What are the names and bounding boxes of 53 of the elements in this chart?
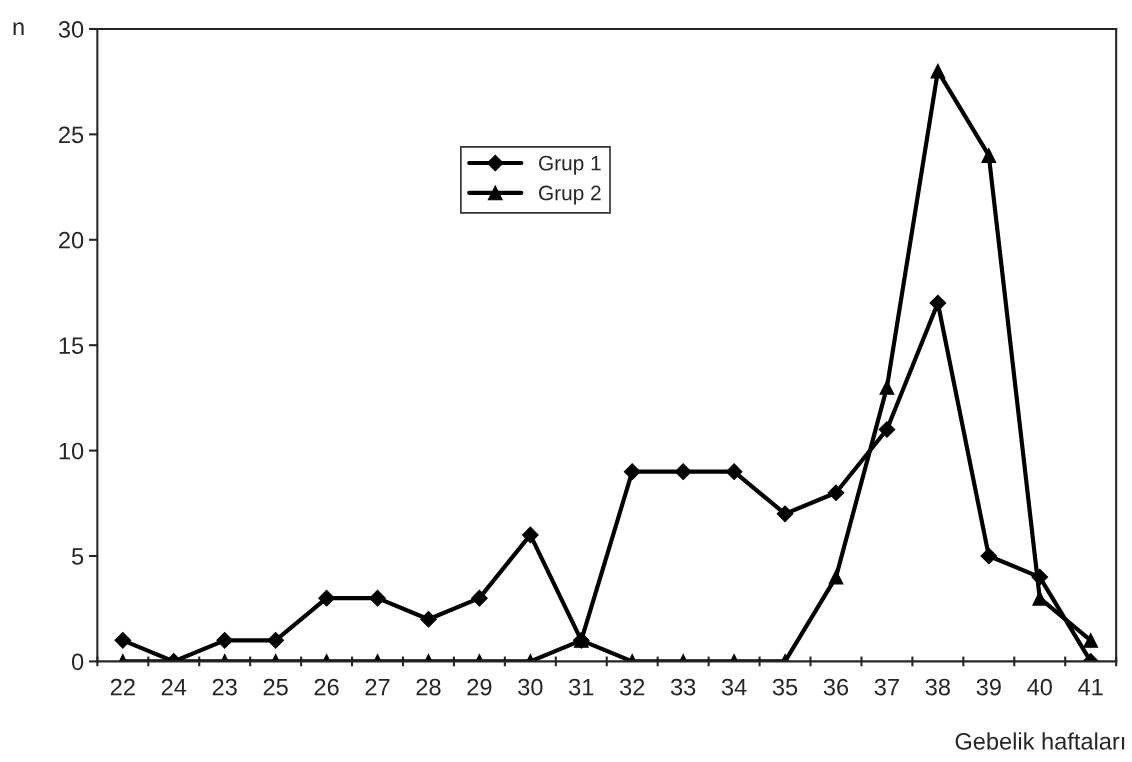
point xyxy=(776,505,794,523)
x-tick-label: 25 xyxy=(263,678,288,696)
y-axis-title: n xyxy=(13,22,24,36)
x-tick-label: 23 xyxy=(212,678,237,696)
point xyxy=(420,610,437,628)
x-tick-label: 24 xyxy=(161,678,187,696)
legend-label: Grup 1 xyxy=(539,155,601,175)
y-tick-label: 0 xyxy=(71,653,84,671)
y-tick-label: 30 xyxy=(58,21,84,38)
x-tick-label: 39 xyxy=(976,678,1001,696)
point xyxy=(878,421,896,438)
point xyxy=(1083,632,1099,648)
x-tick-label: 31 xyxy=(569,678,594,696)
point xyxy=(216,631,234,649)
x-tick-label: 41 xyxy=(1078,678,1103,696)
x-tick-label: 36 xyxy=(823,678,849,696)
point xyxy=(981,147,997,163)
x-tick-label: 38 xyxy=(925,678,950,696)
x-tick-label: 34 xyxy=(721,678,747,696)
legend-label: Grup 2 xyxy=(539,185,601,205)
y-tick-label: 25 xyxy=(59,126,84,144)
x-tick-label: 27 xyxy=(365,678,390,696)
point xyxy=(267,631,285,649)
point xyxy=(623,463,641,481)
point xyxy=(980,547,998,565)
x-tick-label: 22 xyxy=(110,678,135,696)
point xyxy=(1032,590,1048,606)
x-tick-label: 40 xyxy=(1027,678,1052,696)
y-tick-label: 20 xyxy=(59,231,84,249)
y-tick-label: 5 xyxy=(71,548,84,565)
y-tick-label: 15 xyxy=(59,337,84,354)
x-tick-label: 30 xyxy=(518,678,543,696)
point xyxy=(930,63,946,79)
x-tick-label: 28 xyxy=(416,678,441,696)
x-tick-label: 26 xyxy=(314,678,339,696)
point xyxy=(828,569,844,585)
point xyxy=(674,463,692,481)
x-tick-label: 37 xyxy=(874,678,899,696)
point xyxy=(725,463,743,481)
point xyxy=(521,526,539,544)
x-axis-title: Gebelik haftaları xyxy=(955,732,1125,750)
point xyxy=(318,589,335,607)
x-tick-label: 32 xyxy=(619,678,645,696)
y-tick-label: 10 xyxy=(59,442,84,460)
x-tick-label: 29 xyxy=(467,678,492,696)
x-tick-label: 35 xyxy=(772,678,798,696)
point xyxy=(471,589,488,607)
point xyxy=(879,379,895,395)
point xyxy=(929,294,947,312)
x-tick-label: 33 xyxy=(670,678,696,696)
point xyxy=(369,589,386,607)
point xyxy=(827,484,845,502)
point xyxy=(114,631,132,649)
